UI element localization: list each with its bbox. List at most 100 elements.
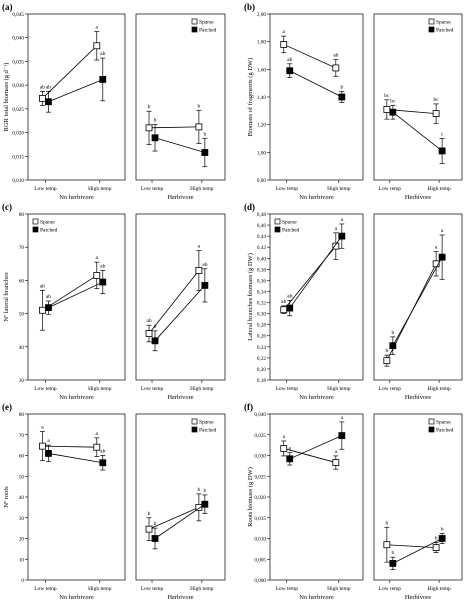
patched-point [438,147,446,155]
y-axis-label: Nº roots [3,486,10,508]
patched-point [286,455,294,463]
x-tick-label: High temp [427,186,451,192]
significance-letter: ab [333,53,338,59]
series-line [148,270,200,334]
y-tick-label: 0,030 [12,83,24,89]
patched-point [389,560,397,567]
patched-point [99,278,107,286]
series-line [386,544,437,549]
legend-sparse-label: Sparse [199,20,214,26]
series-line [283,448,336,463]
x-tick-label: Low temp [141,386,164,392]
legend-sparse-marker [274,218,281,225]
y-tick-label: 0,030 [254,454,266,460]
legend-patched-marker [191,426,198,433]
y-tick-label: 0,000 [254,578,266,584]
sparse-point [332,64,340,72]
patched-point [45,304,52,312]
panel-f: (f) Roots biomass (g DW) 0,000 0,005 0,010 0,… [244,402,463,600]
sparse-point [145,330,153,337]
panel-e: (e) Nº roots 0 10 20 30 40 50 60 70 80 Low temp High… [2,402,226,600]
x-tick-label: Low temp [34,586,57,592]
sparse-point [93,272,101,279]
significance-letter: a [335,226,338,232]
y-tick-label: 1,00 [257,150,266,156]
sparse-point [332,459,340,466]
sparse-point [93,443,101,451]
series-line [48,281,103,308]
sub-plot-frame [373,413,463,581]
sparse-point [280,306,288,314]
significance-letter: c [441,132,444,138]
series-line [42,445,97,448]
significance-letter: ab [40,283,45,289]
y-tick-label: 70 [19,245,25,251]
sparse-point [383,357,391,365]
legend-sparse-label: Sparse [436,420,451,426]
y-tick-label: 0,40 [257,256,266,262]
y-tick-label: 0,36 [257,278,266,284]
patched-point [438,535,446,542]
sub-plot-frame [27,413,126,581]
y-tick-label: 0,30 [257,312,266,318]
y-tick-label: 0,46 [257,223,266,229]
y-tick-label: 0,045 [12,12,24,18]
sub-plot-frame [135,413,226,581]
y-axis-label: Nº lateral branches [3,272,10,322]
significance-letter: b [385,520,388,526]
patched-point [45,450,52,457]
group-label: Herbivore [405,594,431,600]
x-tick-label: High temp [327,386,351,392]
significance-letter: b [197,103,200,109]
y-tick-label: 0,035 [254,433,266,439]
significance-letter: a [441,228,444,234]
significance-letter: b [391,550,394,556]
y-tick-label: 0,040 [12,36,24,42]
x-tick-label: High temp [190,586,214,592]
sparse-point [39,306,46,314]
significance-letter: ab [46,294,51,300]
sub-plot-frame [373,213,463,381]
series-line [148,507,200,530]
significance-letter: a [47,438,50,444]
significance-letter: b [197,487,200,493]
significance-letter: ab [100,51,105,57]
sparse-point [432,110,440,117]
patched-point [286,304,294,312]
legend-patched-label: Patched [199,28,217,34]
y-tick-label: 1,60 [257,67,266,73]
sparse-point [195,267,203,274]
y-tick-label: 70 [19,433,25,439]
y-tick-label: 0,28 [257,323,266,329]
sparse-point [432,544,440,552]
y-tick-label: 0,010 [254,537,266,543]
group-label: No herbivore [59,394,94,401]
sparse-point [39,95,46,102]
y-tick-label: 0,040 [254,412,266,418]
series-line [289,70,343,98]
patched-point [151,134,159,142]
x-tick-label: Low temp [141,586,164,592]
legend-sparse-marker [32,218,39,225]
series-line [154,137,205,153]
significance-letter: a [283,434,286,440]
group-label: No herbivore [59,194,94,201]
y-tick-label: 50 [19,312,25,318]
sub-plot-frame [269,213,364,381]
legend-patched-marker [191,26,198,33]
patched-point [201,281,209,289]
significance-letter: b [148,104,151,110]
series-line [48,79,103,103]
significance-letter: b [391,330,394,336]
legend-sparse-label: Sparse [40,220,55,226]
sparse-point [145,124,153,132]
sub-plot-frame [135,13,226,181]
panel-letter: (f) [244,402,253,412]
legend-patched-label: Patched [436,28,454,34]
y-tick-label: 0,020 [12,131,24,137]
patched-point [338,232,346,240]
significance-letter: ab [281,299,286,305]
y-tick-label: 1,20 [257,123,266,129]
significance-letter: a [96,431,99,437]
panel-d: (d) Lateral branches biomass (g DW) 0,18 0,… [244,202,463,401]
